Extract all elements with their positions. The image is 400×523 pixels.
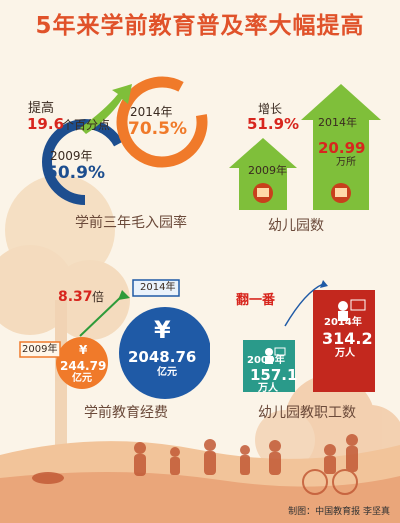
funding-value-2014: 2048.76 <box>128 348 197 366</box>
funding-growth-line <box>79 295 123 337</box>
staff-value-2014: 314.2 <box>322 329 373 348</box>
kindergarten-count-chart <box>229 84 381 210</box>
staff-caption: 幼儿园教职工数 <box>258 405 356 421</box>
enrollment-caption: 学前三年毛入园率 <box>75 215 187 231</box>
enrollment-increase-unit: 个百分点 <box>62 118 111 132</box>
label-box-2014 <box>132 279 180 297</box>
funding-unit-2014: 亿元 <box>157 367 177 378</box>
bubble-2014 <box>119 307 210 399</box>
enrollment-value-2009: 50.9% <box>46 163 105 183</box>
credit-line: 制图：中国教育报 李坚真 <box>288 507 390 517</box>
funding-increase-suffix: 倍 <box>92 290 105 304</box>
currency-icon-2009: ¥ <box>79 343 88 357</box>
ring-2009 <box>42 119 128 205</box>
staff-unit-2009: 万人 <box>258 383 278 394</box>
enrollment-increase-value: 19.6 <box>27 115 65 133</box>
funding-value-2009: 244.79 <box>60 359 107 373</box>
kindergarten-caption: 幼儿园数 <box>268 218 324 234</box>
kindergarten-year-2009: 2009年 <box>248 164 287 177</box>
funding-year-2009: 2009年 <box>22 344 58 355</box>
children-silhouettes <box>32 434 358 495</box>
enrollment-increase-prefix: 提高 <box>28 101 55 116</box>
funding-year-2014: 2014年 <box>140 282 176 293</box>
funding-unit-2009: 亿元 <box>72 373 92 384</box>
funding-chart <box>19 279 210 399</box>
kindergarten-value-2014: 20.99 <box>318 139 366 157</box>
page-title: 5年来学前教育普及率大幅提高 <box>35 13 365 39</box>
doubling-arrow <box>284 283 324 327</box>
growth-arrow <box>80 84 132 134</box>
bubble-2009 <box>56 337 108 389</box>
label-box-2009 <box>19 341 61 358</box>
tree-silhouette-left <box>0 175 130 480</box>
staff-increase-label: 翻一番 <box>236 293 276 308</box>
currency-icon-2014: ¥ <box>154 316 171 344</box>
funding-caption: 学前教育经费 <box>84 405 168 421</box>
staff-unit-2014: 万人 <box>335 348 355 359</box>
teacher-icon-2014 <box>338 299 366 321</box>
kindergarten-year-2014: 2014年 <box>318 116 357 129</box>
funding-increase-value: 8.37 <box>58 289 93 305</box>
enrollment-value-2014: 70.5% <box>128 119 187 139</box>
enrollment-year-2009: 2009年 <box>50 149 93 163</box>
staff-value-2009: 157.1 <box>250 366 298 384</box>
staff-year-2014: 2014年 <box>324 317 362 328</box>
enrollment-rate-chart <box>42 76 208 205</box>
teacher-icon-2009 <box>265 347 286 364</box>
kindergarten-icon-2009 <box>253 183 273 203</box>
kindergarten-increase-value: 51.9% <box>247 115 300 133</box>
kindergarten-increase-prefix: 增长 <box>258 102 283 116</box>
kindergarten-icon-2014 <box>331 183 351 203</box>
enrollment-year-2014: 2014年 <box>130 105 173 119</box>
staff-year-2009: 2009年 <box>247 355 285 366</box>
staff-count-chart <box>243 280 375 392</box>
kindergarten-unit: 万所 <box>336 157 356 168</box>
